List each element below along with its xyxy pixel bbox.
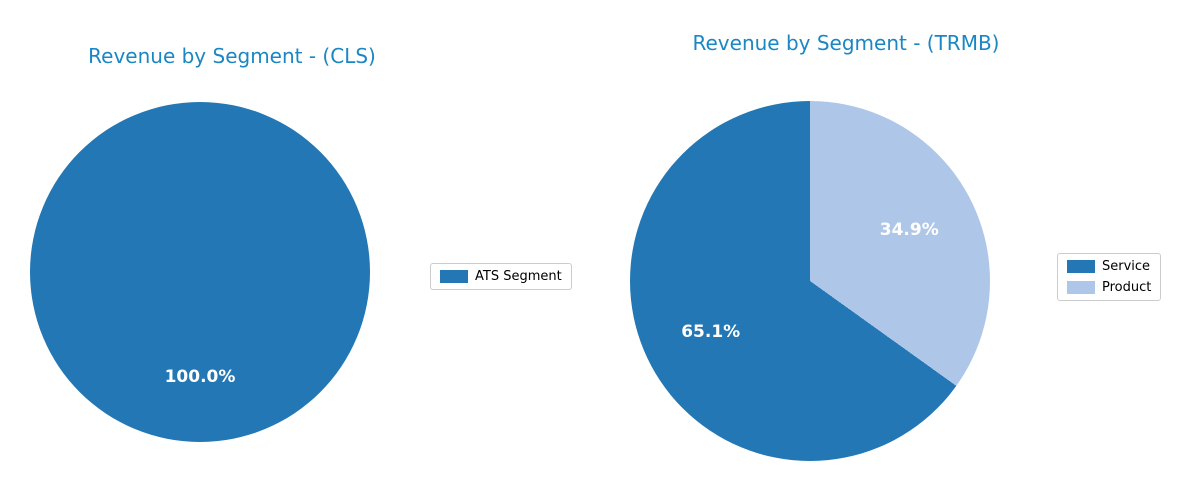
legend-swatch-service	[1067, 260, 1095, 273]
pct-label-service: 65.1%	[681, 321, 741, 342]
legend-swatch-product	[1067, 281, 1095, 294]
legend-swatch-ats-segment	[440, 270, 468, 283]
legend-label-ats-segment: ATS Segment	[475, 269, 562, 284]
legend-item-service: Service	[1067, 259, 1151, 274]
legend-item-product: Product	[1067, 280, 1151, 295]
legend-item-ats-segment: ATS Segment	[440, 269, 562, 284]
pie-cls	[30, 102, 370, 442]
pct-label-ats-segment: 100.0%	[164, 367, 236, 388]
legend-cls: ATS Segment	[430, 263, 572, 290]
pie-chart-cls: Revenue by Segment - (CLS) 100.0% ATS Se…	[30, 44, 572, 442]
pie-trmb	[630, 101, 990, 461]
pie-chart-trmb: Revenue by Segment - (TRMB) 65.1% 34.9% …	[600, 0, 1200, 492]
legend-label-service: Service	[1102, 259, 1151, 274]
legend-label-product: Product	[1102, 280, 1152, 295]
legend-trmb: Service Product	[1057, 253, 1162, 301]
chart-title-trmb: Revenue by Segment - (TRMB)	[692, 31, 1000, 55]
chart-title-cls: Revenue by Segment - (CLS)	[88, 44, 376, 68]
pct-label-product: 34.9%	[879, 220, 939, 241]
